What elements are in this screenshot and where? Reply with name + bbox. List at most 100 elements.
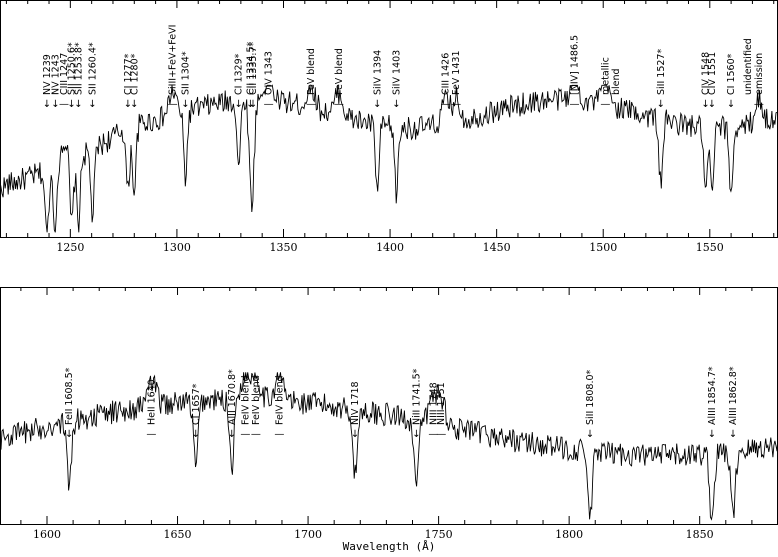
emission-tick: — bbox=[146, 429, 156, 440]
line-id-label: SiIV 1403 bbox=[391, 50, 402, 95]
absorption-arrow: ↓ bbox=[181, 99, 189, 110]
absorption-arrow: ↓ bbox=[373, 99, 381, 110]
absorption-arrow: ↓ bbox=[130, 99, 138, 110]
line-id-label: FeV 1431 bbox=[451, 51, 462, 96]
line-id-label: CI 1277* bbox=[123, 53, 134, 95]
bottom-x-ticks: 1600 1650 1700 1750 1800 1850 bbox=[20, 287, 753, 541]
line-id-label: CI 1280* bbox=[129, 53, 140, 95]
emission-tick: — bbox=[436, 429, 446, 440]
emission-tick: — bbox=[251, 429, 261, 440]
line-id-label: CIII 1426 bbox=[440, 53, 451, 95]
emission-tick: — bbox=[274, 429, 284, 440]
top-spectrum-line bbox=[0, 84, 778, 233]
bottom-axes-frame bbox=[0, 287, 778, 525]
absorption-arrow: ↓ bbox=[657, 99, 665, 110]
top-spectrum-panel: NV 1239↓NV 1243↓CIII 1247—SII 1250.6*↓SI… bbox=[0, 0, 778, 254]
x-tick-label: 1400 bbox=[376, 241, 404, 254]
line-id-label: SiII 1808.0* bbox=[585, 369, 596, 425]
x-tick-label: 1300 bbox=[163, 241, 191, 254]
emission-tick: — bbox=[264, 99, 274, 110]
absorption-arrow: ↓ bbox=[67, 99, 75, 110]
x-tick-label: 1350 bbox=[269, 241, 297, 254]
line-id-label: CII 1334.5* bbox=[245, 42, 256, 95]
x-tick-label: 1450 bbox=[483, 241, 511, 254]
line-id-label: NV 1239 bbox=[42, 54, 53, 95]
emission-tick: — bbox=[168, 99, 178, 110]
line-id-label: CIV 1548 bbox=[701, 52, 712, 95]
bottom-spectrum-panel: FeII 1608.5* ↓ HeII 1640 — CI 1657* ↓ AlII 167… bbox=[0, 287, 778, 541]
emission-tick: — bbox=[334, 99, 344, 110]
line-id-label: CII 1335.7* bbox=[248, 42, 259, 95]
emission-tick: — bbox=[240, 429, 250, 440]
bottom-spectrum-line bbox=[0, 372, 778, 521]
top-line-annotations: NV 1239↓NV 1243↓CIII 1247—SII 1250.6*↓SI… bbox=[42, 25, 765, 110]
line-id-label: NiII 1741.5* bbox=[411, 368, 422, 425]
line-id-label: CIII 1247 bbox=[59, 53, 70, 95]
absorption-arrow: ↓ bbox=[701, 99, 709, 110]
x-tick-label: 1650 bbox=[164, 528, 192, 541]
line-id-label: AlII 1670.8* bbox=[227, 369, 238, 425]
absorption-arrow: ↓ bbox=[708, 429, 716, 440]
line-id-label: FeV blend bbox=[306, 48, 317, 95]
absorption-arrow: ↓ bbox=[74, 99, 82, 110]
line-id-label: blend bbox=[611, 68, 622, 95]
x-tick-label: 1700 bbox=[294, 528, 322, 541]
x-tick-label: 1550 bbox=[696, 241, 724, 254]
absorption-arrow: ↓ bbox=[65, 429, 73, 440]
top-x-ticks: 1250 1300 1350 1400 1450 1500 1550 bbox=[5, 0, 775, 254]
line-id-label: unidentified bbox=[743, 38, 754, 95]
line-id-label: emission bbox=[754, 53, 765, 95]
line-id-label: AlIII 1862.8* bbox=[728, 366, 739, 425]
absorption-arrow: ↓ bbox=[228, 429, 236, 440]
line-id-label: NIV 1718 bbox=[350, 381, 361, 425]
line-id-label: SiII 1527* bbox=[656, 49, 667, 95]
absorption-arrow: ↓ bbox=[249, 99, 257, 110]
line-id-label: SII 1260.4* bbox=[88, 42, 99, 95]
line-id-label: SiIII+FeV+FeVI bbox=[168, 25, 179, 95]
line-id-label: AlIII 1854.7* bbox=[707, 366, 718, 425]
line-id-label: FeIV blend bbox=[274, 375, 285, 425]
absorption-arrow: ↓ bbox=[351, 429, 359, 440]
line-id-label: CI 1329* bbox=[234, 53, 245, 95]
absorption-arrow: ↓ bbox=[412, 429, 420, 440]
absorption-arrow: ↓ bbox=[88, 99, 96, 110]
line-id-label: SiIV 1394 bbox=[372, 50, 383, 95]
x-tick-label: 1800 bbox=[555, 528, 583, 541]
x-tick-label: 1250 bbox=[56, 241, 84, 254]
absorption-arrow: ↓ bbox=[708, 99, 716, 110]
line-id-label: OIV 1343 bbox=[264, 51, 275, 95]
x-tick-label: 1850 bbox=[686, 528, 714, 541]
emission-tick: — bbox=[59, 99, 69, 110]
absorption-arrow: ↓ bbox=[43, 99, 51, 110]
emission-tick: — bbox=[569, 99, 579, 110]
line-id-label: CI 1560* bbox=[726, 53, 737, 95]
absorption-arrow: ↓ bbox=[235, 99, 243, 110]
x-tick-label: 1750 bbox=[425, 528, 453, 541]
emission-tick: — bbox=[600, 99, 610, 110]
line-id-label: metallic bbox=[600, 57, 611, 95]
x-tick-label: 1600 bbox=[33, 528, 61, 541]
absorption-arrow: ↓ bbox=[729, 429, 737, 440]
absorption-arrow: ↓ bbox=[124, 99, 132, 110]
x-tick-label: 1500 bbox=[589, 241, 617, 254]
absorption-arrow: ↓ bbox=[392, 99, 400, 110]
line-id-label: NV 1243 bbox=[50, 54, 61, 95]
line-id-label: CIV 1551 bbox=[707, 52, 718, 95]
emission-tick: — bbox=[428, 429, 438, 440]
line-id-label: FeII 1608.5* bbox=[64, 367, 75, 425]
line-id-label: SII 1304* bbox=[180, 51, 191, 95]
line-id-label: [NIV] 1486.5 bbox=[569, 35, 580, 95]
line-id-label: SII 1250.6* bbox=[67, 42, 78, 95]
line-id-label: FeV blend bbox=[334, 48, 345, 95]
absorption-arrow: ↓ bbox=[246, 99, 254, 110]
absorption-arrow: ↓ bbox=[51, 99, 59, 110]
emission-tick: — bbox=[451, 99, 461, 110]
absorption-arrow: ↓ bbox=[586, 429, 594, 440]
emission-tick: — bbox=[306, 99, 316, 110]
absorption-arrow: ↓ bbox=[727, 99, 735, 110]
line-id-label: CI 1657* bbox=[191, 383, 202, 425]
line-id-label: HeII 1640 bbox=[146, 379, 157, 425]
line-id-label: FeIV blend bbox=[240, 375, 251, 425]
x-axis-label: Wavelength (Å) bbox=[343, 540, 436, 553]
